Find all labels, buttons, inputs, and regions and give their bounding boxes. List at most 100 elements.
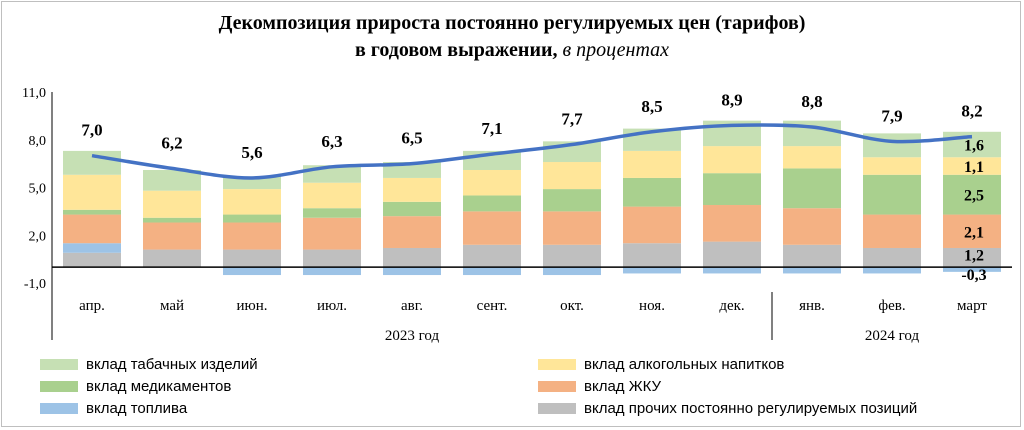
bar-segment-alcohol: [863, 157, 921, 175]
legend-item-housing: вклад ЖКУ: [538, 378, 661, 395]
bar-segment-medicine: [943, 174, 1001, 215]
bar-segment-fuel: [623, 267, 681, 274]
y-tick-label: 5,0: [29, 182, 47, 197]
bar-segment-fuel: [383, 267, 441, 276]
bar-segment-medicine: [63, 209, 121, 215]
y-tick-label: 11,0: [22, 86, 46, 101]
bar-segment-housing: [703, 205, 761, 242]
bar-segment-fuel: [223, 267, 281, 276]
total-data-label: 7,0: [81, 121, 102, 140]
x-tick-label: янв.: [799, 298, 825, 314]
bar-segment-other: [463, 244, 521, 268]
bar-segment-tobacco: [63, 150, 121, 175]
segment-data-label: 2,1: [964, 224, 984, 241]
chart-title: Декомпозиция прироста постоянно регулиру…: [0, 10, 1024, 64]
legend-label-other: вклад прочих постоянно регулируемых пози…: [584, 400, 918, 417]
segment-data-label: 1,6: [964, 138, 984, 155]
bar-segment-medicine: [863, 174, 921, 215]
legend-swatch-fuel: [40, 403, 78, 414]
legend-item-alcohol: вклад алкогольных напитков: [538, 356, 784, 373]
bar-segment-alcohol: [303, 182, 361, 209]
bar-segment-other: [63, 252, 121, 268]
bar-segment-medicine: [143, 217, 201, 223]
bar-segment-housing: [623, 206, 681, 244]
chart-title-line2: в годовом выражении, в процентах: [0, 37, 1024, 64]
x-tick-label: дек.: [719, 298, 744, 314]
bar-segment-medicine: [383, 201, 441, 217]
x-tick-label: авг.: [401, 298, 423, 314]
bar-segment-other: [223, 249, 281, 268]
legend-item-other: вклад прочих постоянно регулируемых пози…: [538, 400, 917, 417]
bar-segment-alcohol: [463, 169, 521, 196]
legend-swatch-tobacco: [40, 359, 78, 370]
bar-segment-alcohol: [63, 174, 121, 210]
bar-segment-other: [943, 247, 1001, 268]
bar-segment-housing: [543, 211, 601, 245]
bar-segment-housing: [303, 217, 361, 250]
chart-title-unit: в процентах: [562, 39, 670, 61]
bar-segment-tobacco: [223, 176, 281, 190]
bar-segment-fuel: [463, 267, 521, 276]
total-data-label: 6,3: [321, 132, 342, 151]
bar-segment-fuel: [943, 267, 1001, 272]
segment-data-label: 2,5: [964, 188, 984, 205]
bar-segment-medicine: [303, 208, 361, 218]
bar-segment-housing: [943, 214, 1001, 248]
x-tick-label: сент.: [477, 298, 508, 314]
bar-segment-fuel: [543, 267, 601, 276]
bar-segment-alcohol: [383, 177, 441, 202]
x-tick-label: май: [160, 298, 184, 314]
legend-item-fuel: вклад топлива: [40, 400, 187, 417]
bar-segment-fuel: [63, 243, 121, 253]
legend-swatch-other: [538, 403, 576, 414]
x-tick-label: фев.: [878, 298, 905, 314]
legend-label-fuel: вклад топлива: [86, 400, 188, 417]
bar-segment-housing: [463, 211, 521, 245]
bar-segment-housing: [63, 214, 121, 244]
x-tick-label: окт.: [560, 298, 584, 314]
bar-segment-housing: [143, 222, 201, 250]
bar-segment-housing: [863, 214, 921, 248]
bar-segment-other: [543, 244, 601, 268]
chart-title-line1: Декомпозиция прироста постоянно регулиру…: [218, 12, 806, 34]
x-tick-label: июн.: [236, 298, 267, 314]
y-tick-label: -1,0: [24, 277, 46, 292]
legend-label-alcohol: вклад алкогольных напитков: [584, 356, 785, 373]
bar-segment-alcohol: [143, 190, 201, 218]
bar-segment-other: [623, 243, 681, 268]
total-data-label: 6,5: [401, 129, 422, 148]
year-group-label: 2023 год: [385, 328, 440, 344]
bar-segment-housing: [223, 222, 281, 250]
segment-data-label: 1,1: [964, 159, 984, 176]
segment-data-label: 1,2: [964, 248, 984, 265]
chart-title-line2-text: в годовом выражении,: [354, 39, 558, 61]
bar-segment-fuel: [303, 267, 361, 276]
legend-label-tobacco: вклад табачных изделий: [86, 356, 258, 373]
x-tick-label: апр.: [79, 298, 105, 314]
bar-segment-tobacco: [943, 131, 1001, 158]
bar-segment-other: [383, 247, 441, 268]
bar-segment-fuel: [783, 267, 841, 274]
legend-item-medicine: вклад медикаментов: [40, 378, 231, 395]
total-data-label: 6,2: [161, 133, 182, 152]
bar-segment-other: [863, 247, 921, 268]
year-group-label: 2024 год: [865, 328, 920, 344]
total-data-label: 8,5: [641, 97, 662, 116]
total-data-label: 8,9: [721, 90, 742, 109]
bar-segment-alcohol: [223, 189, 281, 215]
legend-label-medicine: вклад медикаментов: [86, 378, 232, 395]
total-data-label: 7,1: [481, 119, 502, 138]
total-data-label: 7,9: [881, 106, 902, 125]
bar-segment-fuel: [863, 267, 921, 274]
total-data-label: 7,7: [561, 110, 583, 129]
bar-segment-tobacco: [143, 169, 201, 191]
bar-segment-other: [783, 244, 841, 268]
bar-segment-medicine: [783, 168, 841, 209]
legend-swatch-medicine: [40, 381, 78, 392]
total-data-label: 5,6: [241, 143, 262, 162]
legend-label-housing: вклад ЖКУ: [584, 378, 661, 395]
bar-segment-medicine: [223, 214, 281, 223]
legend-swatch-alcohol: [538, 359, 576, 370]
bar-segment-medicine: [463, 195, 521, 212]
